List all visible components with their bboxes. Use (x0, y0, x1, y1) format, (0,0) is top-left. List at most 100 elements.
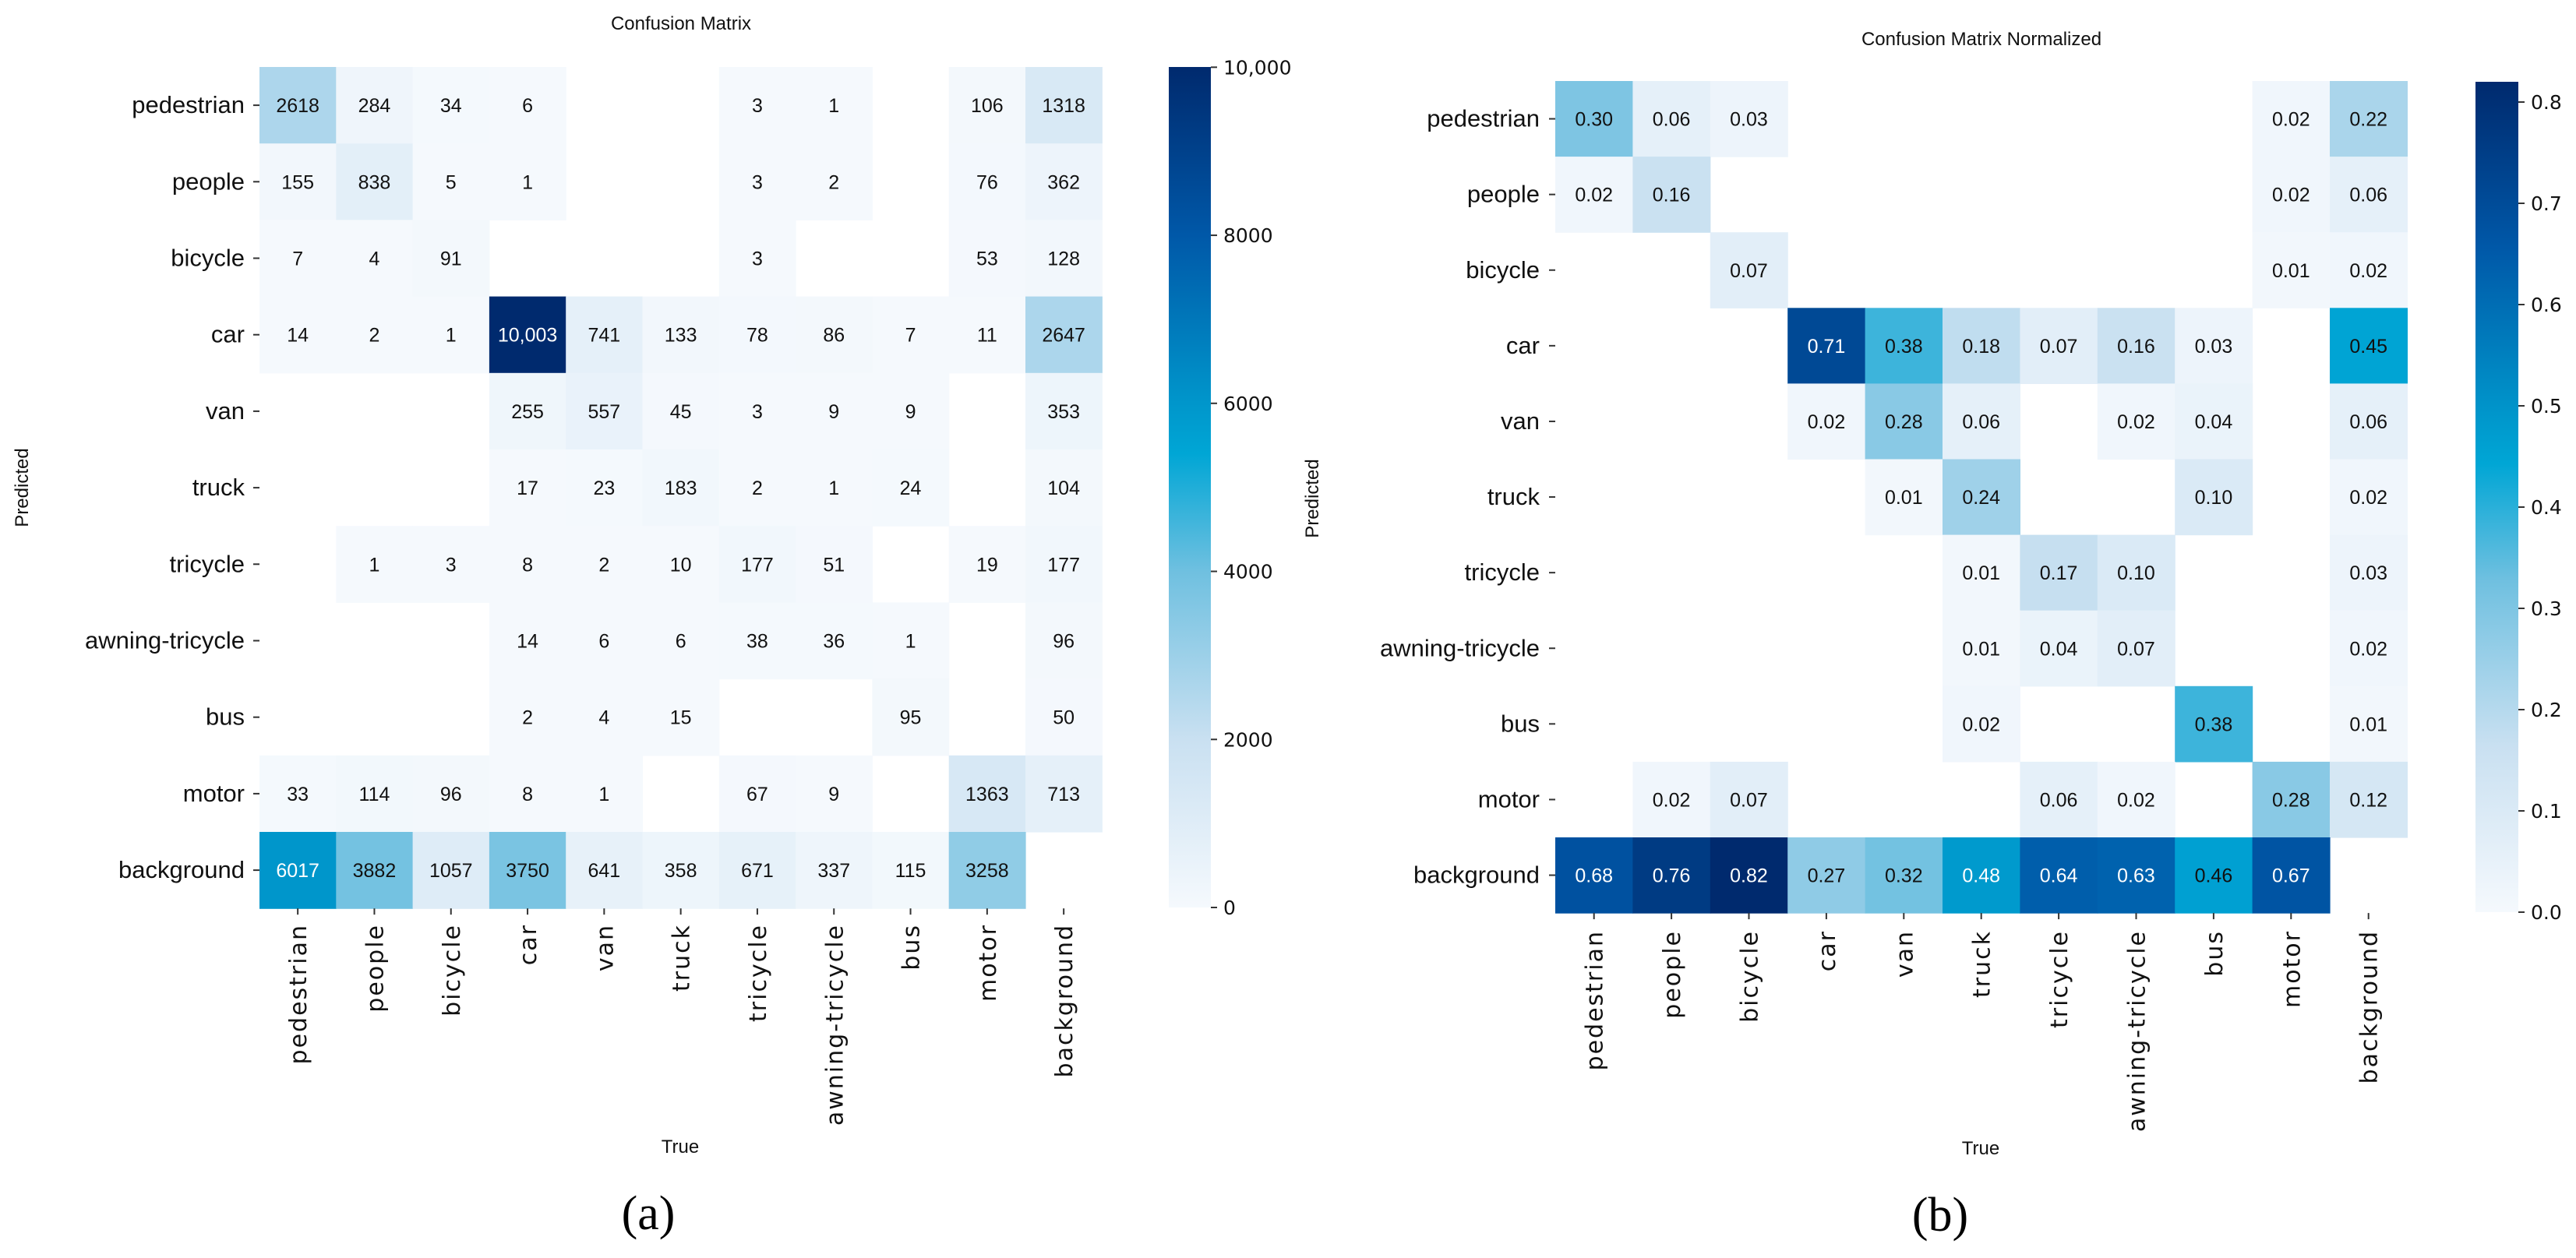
colorbar-tick-label: 0.0 (2531, 901, 2562, 924)
cell-value-label: 177 (741, 554, 774, 576)
cell-value-label: 2 (369, 325, 379, 347)
heatmap-cell (796, 755, 873, 833)
heatmap-cell (1025, 602, 1103, 680)
heatmap-cell (336, 296, 414, 374)
cell-value-label: 0.02 (2349, 260, 2387, 282)
cell-value-label: 8 (522, 554, 533, 576)
heatmap-cell (948, 526, 1026, 603)
cell-value-label: 106 (971, 95, 1004, 117)
cell-value-label: 6 (522, 95, 533, 117)
cell-value-label: 6 (598, 631, 609, 653)
heatmap-cell (1025, 678, 1103, 756)
cell-value-label: 0.16 (2117, 336, 2155, 358)
cell-value-label: 0.71 (1808, 336, 1846, 358)
cell-value-label: 0.02 (1653, 789, 1691, 811)
heatmap-cell (1787, 837, 1866, 914)
heatmap-cell (718, 755, 796, 833)
heatmap-cell (336, 220, 414, 298)
heatmap-cell (872, 372, 950, 450)
heatmap-cell (1943, 308, 2020, 384)
heatmap-cell (489, 143, 566, 220)
heatmap-cell (336, 526, 414, 603)
cell-value-label: 0.02 (1575, 185, 1613, 206)
x-tick-label: pedestrian (285, 924, 312, 1064)
colorbar-tick-label: 6000 (1223, 393, 1273, 415)
y-tick-label: bicycle (1466, 256, 1540, 284)
cell-value-label: 177 (1047, 554, 1080, 576)
cell-value-label: 0.10 (2117, 562, 2155, 584)
cell-value-label: 0.63 (2117, 865, 2155, 887)
cell-value-label: 1 (828, 477, 839, 499)
cell-value-label: 2 (522, 707, 533, 729)
cell-value-label: 2647 (1042, 325, 1085, 347)
cell-value-label: 0.07 (2040, 336, 2078, 358)
heatmap-cell (1710, 837, 1788, 914)
cell-value-label: 34 (440, 95, 462, 117)
heatmap-cell (718, 449, 796, 527)
heatmap-cell (796, 372, 873, 450)
cell-value-label: 0.24 (1962, 487, 2000, 509)
heatmap-cell (1025, 67, 1103, 144)
heatmap-cell (642, 449, 720, 527)
cell-value-label: 2 (598, 554, 609, 576)
cell-value-label: 0.06 (2040, 789, 2078, 811)
y-tick-label: pedestrian (132, 91, 245, 118)
cell-value-label: 0.07 (1730, 789, 1768, 811)
cell-value-label: 19 (976, 554, 998, 576)
heatmap-cell (1943, 383, 2020, 460)
heatmap-cell (1943, 534, 2020, 611)
heatmap-cell (642, 832, 720, 909)
heatmap-cell (566, 372, 644, 450)
heatmap-cell (489, 296, 566, 374)
chart-b-panel-label: (b) (1912, 1189, 1968, 1242)
heatmap-cell (2097, 837, 2175, 914)
cell-value-label: 0.48 (1962, 865, 2000, 887)
cell-value-label: 50 (1053, 707, 1075, 729)
cell-value-label: 741 (588, 325, 620, 347)
heatmap-cell (948, 832, 1026, 909)
cell-value-label: 128 (1047, 248, 1080, 270)
heatmap-cell (718, 526, 796, 603)
y-tick-label: people (1467, 181, 1540, 208)
heatmap-cell (566, 832, 644, 909)
cell-value-label: 0.45 (2349, 336, 2387, 358)
heatmap-cell (1943, 459, 2020, 536)
cell-value-label: 14 (517, 631, 538, 653)
heatmap-cell (566, 449, 644, 527)
cell-value-label: 155 (281, 171, 314, 193)
cell-value-label: 0.02 (2349, 638, 2387, 660)
cell-value-label: 0.28 (2272, 789, 2310, 811)
cell-value-label: 0.02 (2272, 185, 2310, 206)
colorbar-tick-label: 8000 (1223, 224, 1273, 247)
y-tick-label: tricycle (170, 550, 245, 577)
cell-value-label: 0.07 (2117, 638, 2155, 660)
colorbar-tick-label: 0.5 (2531, 395, 2562, 418)
heatmap-cell (2330, 534, 2408, 611)
heatmap-cell (1710, 81, 1788, 157)
heatmap-cell (2097, 383, 2175, 460)
heatmap-cell (1787, 383, 1866, 460)
chart-b-title: Confusion Matrix Normalized (1861, 29, 2101, 50)
colorbar-tick-label: 0.8 (2531, 91, 2562, 114)
cell-value-label: 0.03 (2195, 336, 2233, 358)
cell-value-label: 358 (665, 860, 697, 882)
heatmap-cell (948, 143, 1026, 220)
cell-value-label: 3750 (506, 860, 549, 882)
heatmap-cell (872, 602, 950, 680)
cell-value-label: 0.17 (2040, 562, 2078, 584)
y-tick-label: bus (206, 703, 245, 731)
cell-value-label: 11 (977, 325, 997, 347)
cell-value-label: 362 (1047, 171, 1080, 193)
cell-value-label: 713 (1047, 784, 1080, 805)
colorbar (1169, 67, 1211, 907)
y-tick-label: motor (183, 780, 245, 807)
heatmap-cell (1865, 308, 1943, 384)
heatmap-cell (2330, 81, 2408, 157)
y-tick-label: pedestrian (1427, 105, 1540, 132)
cell-value-label: 557 (588, 401, 620, 423)
y-tick-label: background (118, 856, 245, 883)
heatmap-cell (1632, 837, 1711, 914)
heatmap-cell (2097, 610, 2175, 687)
